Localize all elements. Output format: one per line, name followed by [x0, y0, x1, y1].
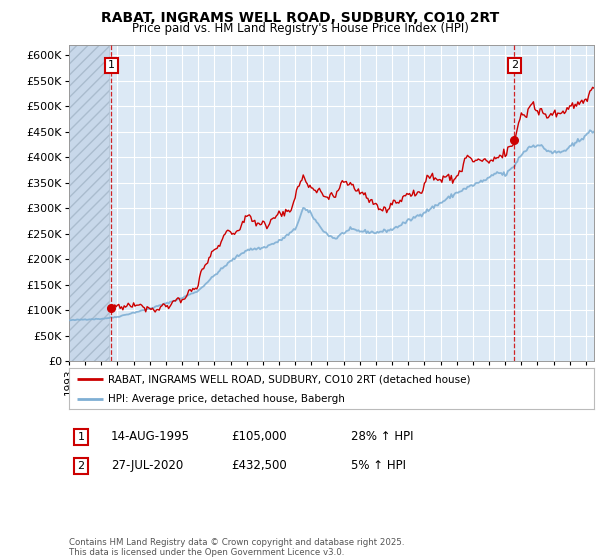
Text: Price paid vs. HM Land Registry's House Price Index (HPI): Price paid vs. HM Land Registry's House … [131, 22, 469, 35]
Text: HPI: Average price, detached house, Babergh: HPI: Average price, detached house, Babe… [109, 394, 345, 404]
Text: 28% ↑ HPI: 28% ↑ HPI [351, 430, 413, 444]
Text: 1: 1 [108, 60, 115, 71]
Text: 27-JUL-2020: 27-JUL-2020 [111, 459, 183, 473]
Text: 5% ↑ HPI: 5% ↑ HPI [351, 459, 406, 473]
Text: 2: 2 [77, 461, 85, 471]
Text: Contains HM Land Registry data © Crown copyright and database right 2025.
This d: Contains HM Land Registry data © Crown c… [69, 538, 404, 557]
Text: RABAT, INGRAMS WELL ROAD, SUDBURY, CO10 2RT: RABAT, INGRAMS WELL ROAD, SUDBURY, CO10 … [101, 11, 499, 25]
Text: £105,000: £105,000 [231, 430, 287, 444]
Text: RABAT, INGRAMS WELL ROAD, SUDBURY, CO10 2RT (detached house): RABAT, INGRAMS WELL ROAD, SUDBURY, CO10 … [109, 375, 471, 384]
Text: 1: 1 [77, 432, 85, 442]
Text: 2: 2 [511, 60, 518, 71]
Text: £432,500: £432,500 [231, 459, 287, 473]
Text: 14-AUG-1995: 14-AUG-1995 [111, 430, 190, 444]
